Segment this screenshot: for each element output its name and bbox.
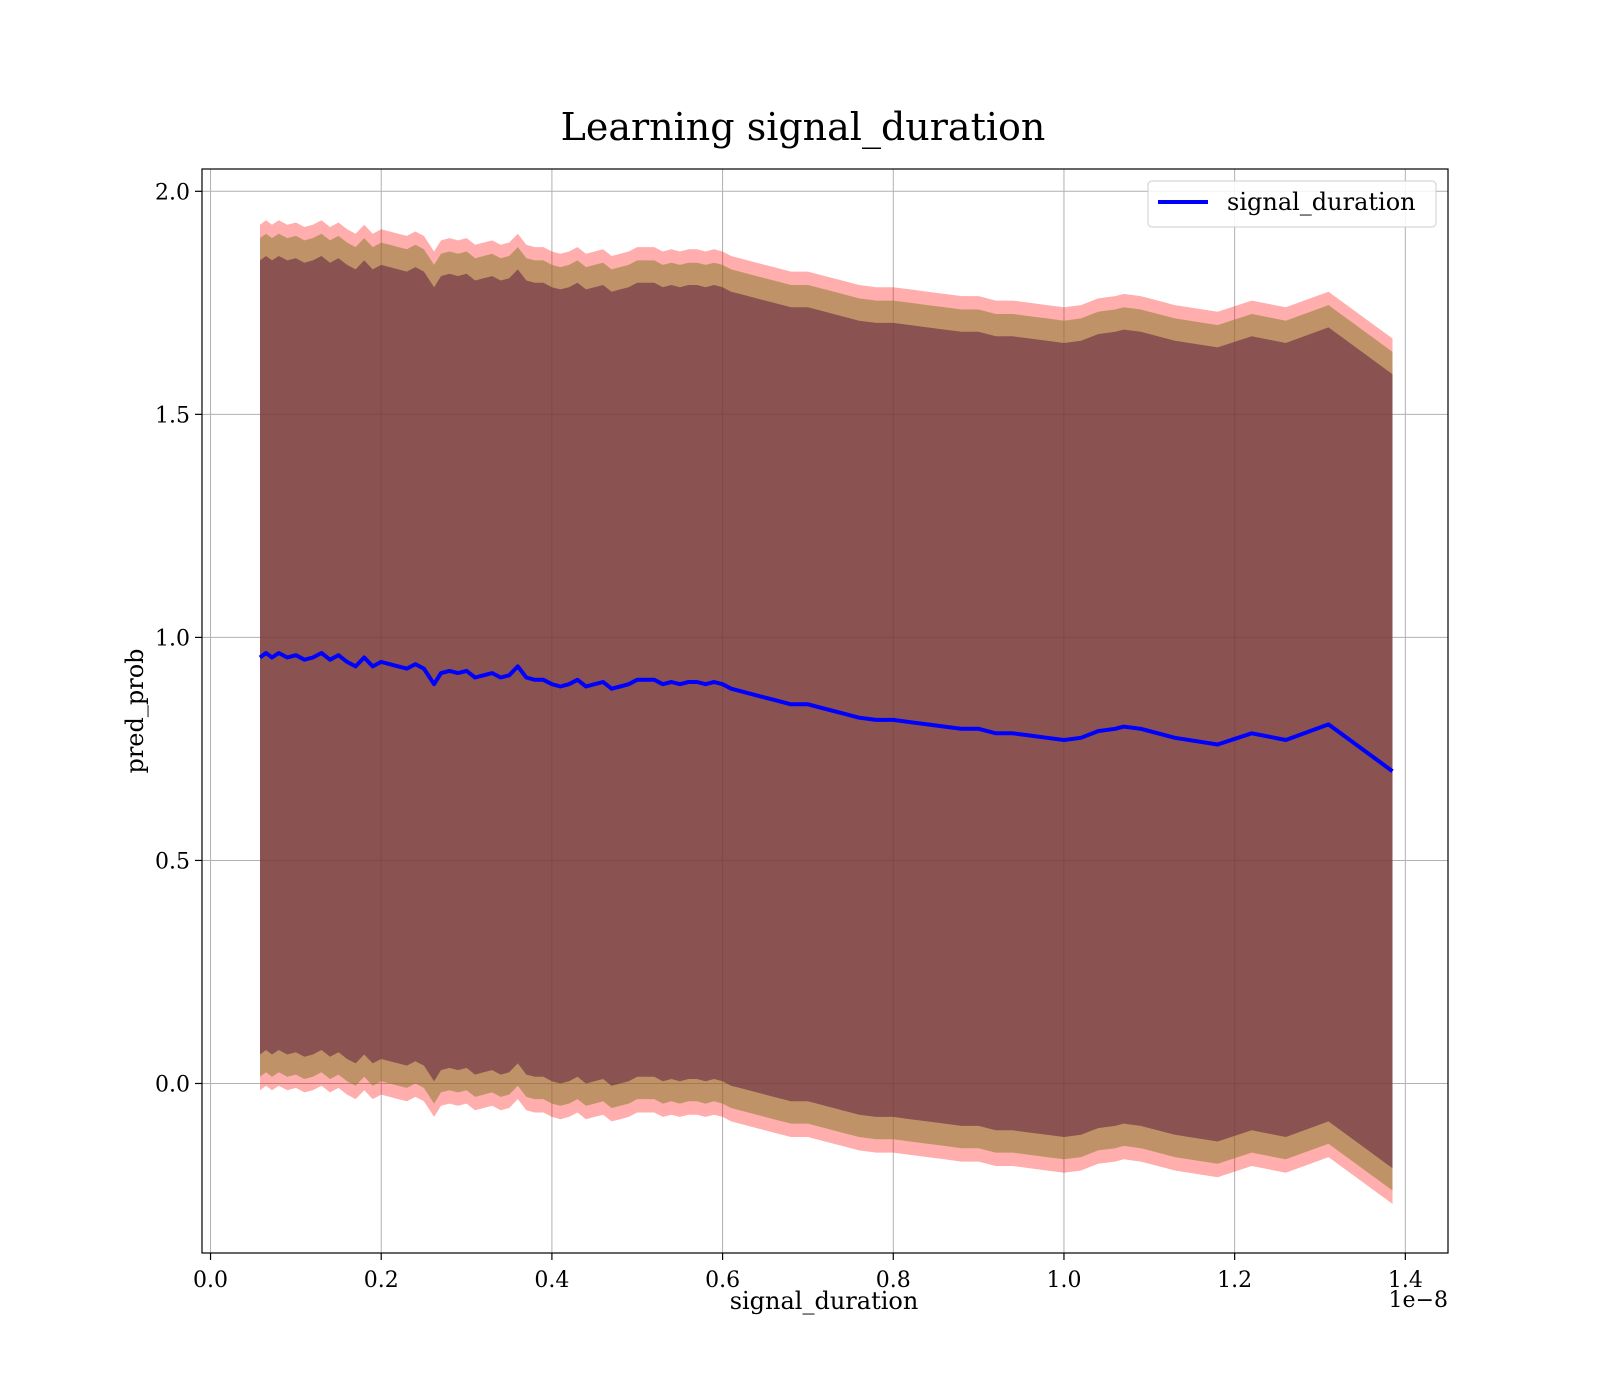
- chart-title: Learning signal_duration: [561, 105, 1046, 150]
- x-tick-label: 1.4: [1388, 1268, 1423, 1293]
- y-tick-label: 1.0: [155, 626, 190, 651]
- x-axis-label: signal_duration: [730, 1287, 919, 1315]
- x-axis-ticks: 0.0 0.2 0.4 0.6 0.8 1.0 1.2 1.4: [193, 1253, 1423, 1293]
- x-tick-label: 1.2: [1217, 1268, 1252, 1293]
- y-tick-label: 0.5: [155, 849, 190, 874]
- y-tick-label: 2.0: [155, 180, 190, 205]
- y-tick-label: 0.0: [155, 1072, 190, 1097]
- x-tick-label: 0.0: [193, 1268, 228, 1293]
- legend-frame: [1147, 180, 1437, 228]
- x-tick-label: 0.8: [876, 1268, 911, 1293]
- x-tick-label: 0.4: [534, 1268, 569, 1293]
- y-axis-ticks: 0.0 0.5 1.0 1.5 2.0: [155, 180, 202, 1097]
- plot-frame: [201, 168, 1449, 1254]
- series-lines: [258, 651, 1394, 773]
- y-tick-label: 1.5: [155, 403, 190, 428]
- band-inner: [260, 256, 1393, 1169]
- y-axis-label: pred_prob: [121, 648, 149, 773]
- x-axis-offset-label: 1e−8: [1389, 1288, 1448, 1313]
- legend-label-signal-duration: signal_duration: [1227, 188, 1416, 216]
- confidence-bands: [260, 220, 1393, 1204]
- x-tick-label: 1.0: [1046, 1268, 1081, 1293]
- x-tick-label: 0.6: [705, 1268, 740, 1293]
- legend: signal_duration: [1147, 180, 1437, 228]
- x-tick-label: 0.2: [364, 1268, 399, 1293]
- series-line-signal-duration: [258, 651, 1394, 773]
